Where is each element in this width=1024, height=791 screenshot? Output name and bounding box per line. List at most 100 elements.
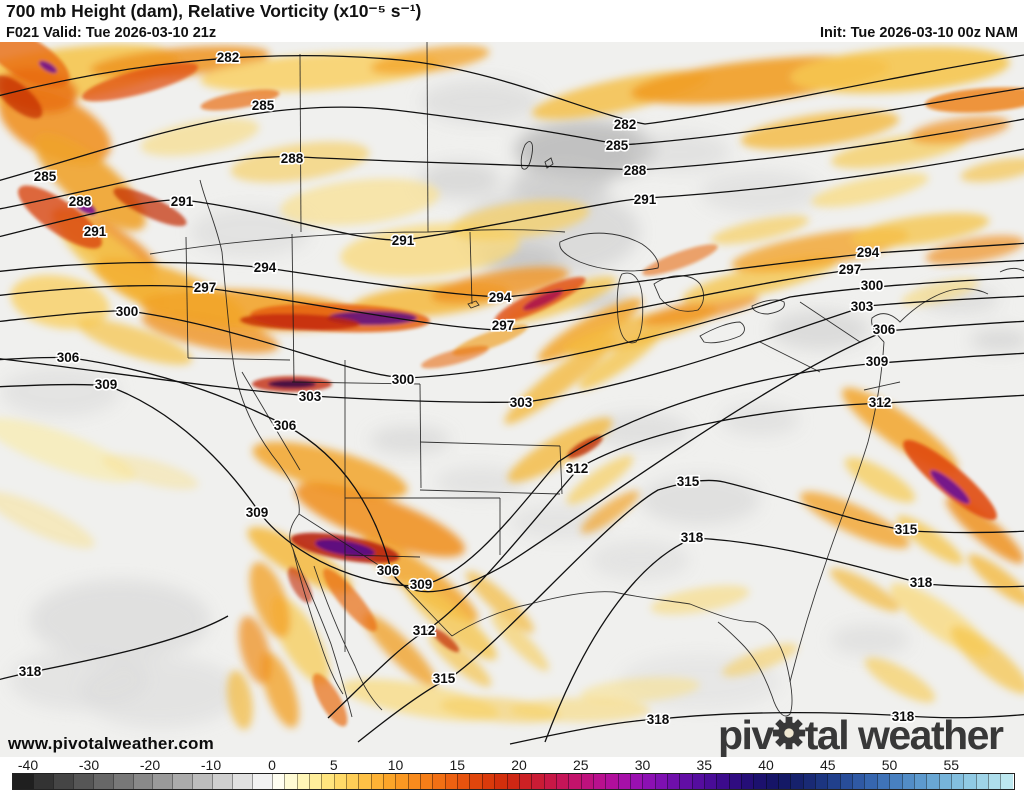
colorbar-segment	[506, 774, 519, 789]
contour-label: 306	[377, 563, 400, 578]
colorbar-tick: -40	[17, 757, 39, 773]
colorbar-segment	[691, 774, 705, 789]
colorbar-segment	[679, 774, 692, 789]
contour-label: 294	[857, 245, 880, 260]
colorbar-tick: -20	[139, 757, 161, 773]
contour-label: 297	[492, 318, 515, 333]
colorbar-tick: 20	[511, 757, 527, 773]
colorbar-segment	[358, 774, 371, 789]
colorbar-segment	[383, 774, 396, 789]
contour-label: 312	[566, 461, 589, 476]
contour-label: 291	[171, 194, 194, 209]
gear-icon	[772, 716, 806, 757]
colorbar-segment	[950, 774, 964, 789]
colorbar-segment	[876, 774, 890, 789]
contour-label: 294	[254, 260, 277, 275]
colorbar-tick: -10	[200, 757, 222, 773]
valid-time-label: F021 Valid: Tue 2026-03-10 21z	[6, 25, 217, 41]
colorbar-segment	[753, 774, 766, 789]
contour-label: 285	[34, 169, 57, 184]
contour-label: 291	[84, 224, 107, 239]
colorbar-segment	[296, 774, 310, 789]
colorbar-segment	[642, 774, 655, 789]
colorbar-segment	[52, 774, 73, 789]
contour-label: 297	[839, 262, 862, 277]
init-time-label: Init: Tue 2026-03-10 00z NAM	[820, 25, 1018, 41]
colorbar-segment	[192, 774, 213, 789]
vorticity-colorbar	[12, 773, 1015, 790]
colorbar-segment	[92, 774, 113, 789]
contour-label: 309	[246, 505, 269, 520]
contour-label: 306	[274, 418, 297, 433]
colorbar-segment	[152, 774, 173, 789]
colorbar-segment	[32, 774, 53, 789]
colorbar-segment	[13, 774, 33, 789]
colorbar-segment	[728, 774, 742, 789]
contour-label: 312	[413, 623, 436, 638]
contour-label: 288	[281, 151, 304, 166]
colorbar-segment	[232, 774, 253, 789]
contour-label: 309	[410, 577, 433, 592]
colorbar-segment	[333, 774, 347, 789]
contour-label: 303	[299, 389, 322, 404]
contour-label: 315	[433, 671, 456, 686]
colorbar-segment	[370, 774, 384, 789]
map-canvas[interactable]: 282 282 285 285 285 288 288 288 291 291 291 291 294 2…	[0, 42, 1024, 757]
colorbar-segment	[72, 774, 93, 789]
colorbar-segment	[321, 774, 334, 789]
colorbar-segment	[271, 774, 285, 789]
colorbar-segment	[395, 774, 408, 789]
colorbar-segment	[284, 774, 297, 789]
colorbar-segment	[629, 774, 643, 789]
colorbar-tick: -30	[78, 757, 100, 773]
contour-label: 291	[634, 192, 657, 207]
colorbar-tick: 0	[268, 757, 276, 773]
contour-label: 294	[489, 290, 512, 305]
colorbar-segment	[1000, 774, 1013, 789]
logo-text-pre: piv	[718, 712, 774, 757]
colorbar-tick: 30	[634, 757, 651, 773]
contour-label: 300	[861, 278, 884, 293]
contour-label: 297	[194, 280, 217, 295]
colorbar-segment	[531, 774, 544, 789]
colorbar-tick: 15	[449, 757, 466, 773]
height-contour-lines	[0, 54, 1024, 745]
colorbar-segment	[494, 774, 507, 789]
colorbar-segment	[802, 774, 816, 789]
colorbar-tick: 45	[819, 757, 836, 773]
colorbar-segment	[975, 774, 988, 789]
colorbar-segment	[963, 774, 976, 789]
contour-label: 306	[873, 322, 896, 337]
logo-text-post: tal weather	[804, 712, 1004, 757]
contour-label: 318	[647, 712, 670, 727]
colorbar-segment	[420, 774, 433, 789]
contour-label: 285	[606, 138, 629, 153]
colorbar-segment	[926, 774, 939, 789]
colorbar-segment	[444, 774, 458, 789]
colorbar-segment	[112, 774, 133, 789]
contour-label: 315	[677, 474, 700, 489]
colorbar-footer: -40 -30 -20 -10 0 5 10 15 20 25 30 35 40 45 50 55	[0, 757, 1024, 791]
contour-label: 315	[895, 522, 918, 537]
colorbar-segment	[580, 774, 593, 789]
contour-label: 318	[681, 530, 704, 545]
contour-label: 303	[851, 299, 874, 314]
colorbar-segment	[913, 774, 927, 789]
colorbar-segment	[778, 774, 791, 789]
pivotal-weather-logo: piv tal weather	[718, 712, 1004, 757]
colorbar-tick: 5	[329, 757, 338, 773]
colorbar-tick: 50	[881, 757, 898, 773]
colorbar-segment	[518, 774, 532, 789]
colorbar-segment	[716, 774, 729, 789]
colorbar-segment	[309, 774, 322, 789]
colorbar-segment	[212, 774, 233, 789]
contour-label: 318	[19, 664, 42, 679]
colorbar-segment	[852, 774, 865, 789]
colorbar-segment	[457, 774, 470, 789]
header-bar: 700 mb Height (dam), Relative Vorticity …	[0, 0, 1024, 42]
url-watermark: www.pivotalweather.com	[8, 734, 214, 753]
colorbar-segment	[592, 774, 606, 789]
contour-label: 303	[510, 395, 533, 410]
colorbar-segment	[827, 774, 840, 789]
